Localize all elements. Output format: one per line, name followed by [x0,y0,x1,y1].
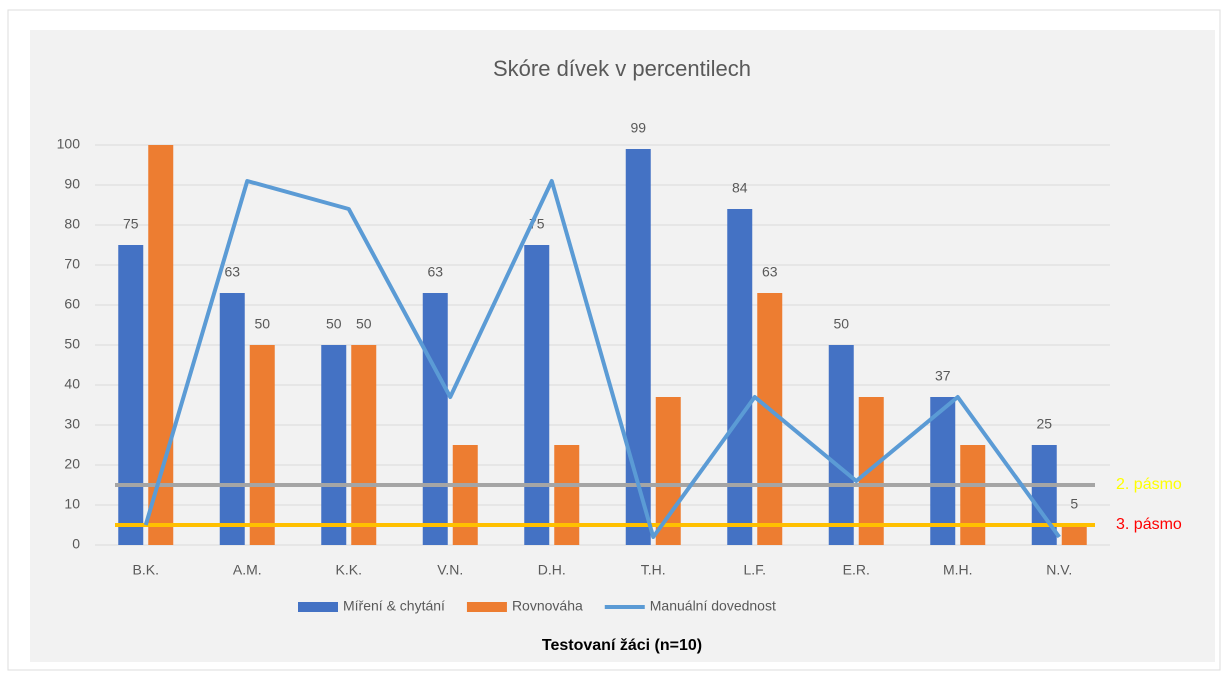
x-tick-label: B.K. [133,562,159,578]
chart-area [30,30,1215,662]
bar [524,245,550,545]
x-tick-label: E.R. [843,562,870,578]
y-tick-label: 40 [64,376,80,392]
line [143,179,1061,539]
legend-swatch [466,602,507,612]
bar [219,293,245,545]
x-tick-label: A.M. [233,562,262,578]
data-label: 63 [224,264,240,280]
data-label: 84 [732,180,748,196]
legend-label: Míření & chytání [343,598,445,614]
bar [757,293,783,545]
data-label: 99 [630,120,646,136]
bar [351,345,377,545]
bar [249,345,275,545]
y-tick-label: 90 [64,176,80,192]
y-tick-label: 50 [64,336,80,352]
y-tick-label: 10 [64,496,80,512]
data-label: 50 [326,316,342,332]
y-tick-label: 100 [57,136,81,152]
bar [1061,525,1087,545]
x-tick-label: V.N. [437,562,463,578]
data-label: 63 [762,264,778,280]
y-tick-label: 80 [64,216,80,232]
bar [422,293,448,545]
data-label: 50 [833,316,849,332]
bar [960,445,986,545]
x-tick-label: D.H. [538,562,566,578]
bar [321,345,347,545]
x-tick-label: K.K. [336,562,362,578]
legend-label: Manuální dovednost [650,598,776,614]
bar [727,209,753,545]
legend-label: Rovnováha [512,598,583,614]
x-tick-label: L.F. [743,562,766,578]
x-axis-title: Testovaní žáci (n=10) [542,637,702,654]
data-label: 37 [935,368,951,384]
bar [554,445,580,545]
reference-label: 2. pásmo [1116,476,1182,493]
y-tick-label: 30 [64,416,80,432]
data-label: 25 [1036,416,1052,432]
y-tick-label: 70 [64,256,80,272]
data-label: 50 [356,316,372,332]
bar [452,445,478,545]
bar [828,345,854,545]
data-label: 63 [427,264,443,280]
legend-swatch [298,602,338,612]
y-tick-label: 60 [64,296,80,312]
data-label: 50 [254,316,270,332]
x-tick-label: M.H. [943,562,973,578]
x-tick-label: T.H. [641,562,666,578]
bar [655,397,681,545]
data-label: 5 [1070,496,1078,512]
data-label: 75 [123,216,139,232]
bar [118,245,144,545]
x-tick-label: N.V. [1046,562,1072,578]
chart-title: Skóre dívek v percentilech [493,56,751,81]
y-tick-label: 20 [64,456,80,472]
bar [930,397,956,545]
reference-label: 3. pásmo [1116,516,1182,533]
y-tick-label: 0 [72,536,80,552]
